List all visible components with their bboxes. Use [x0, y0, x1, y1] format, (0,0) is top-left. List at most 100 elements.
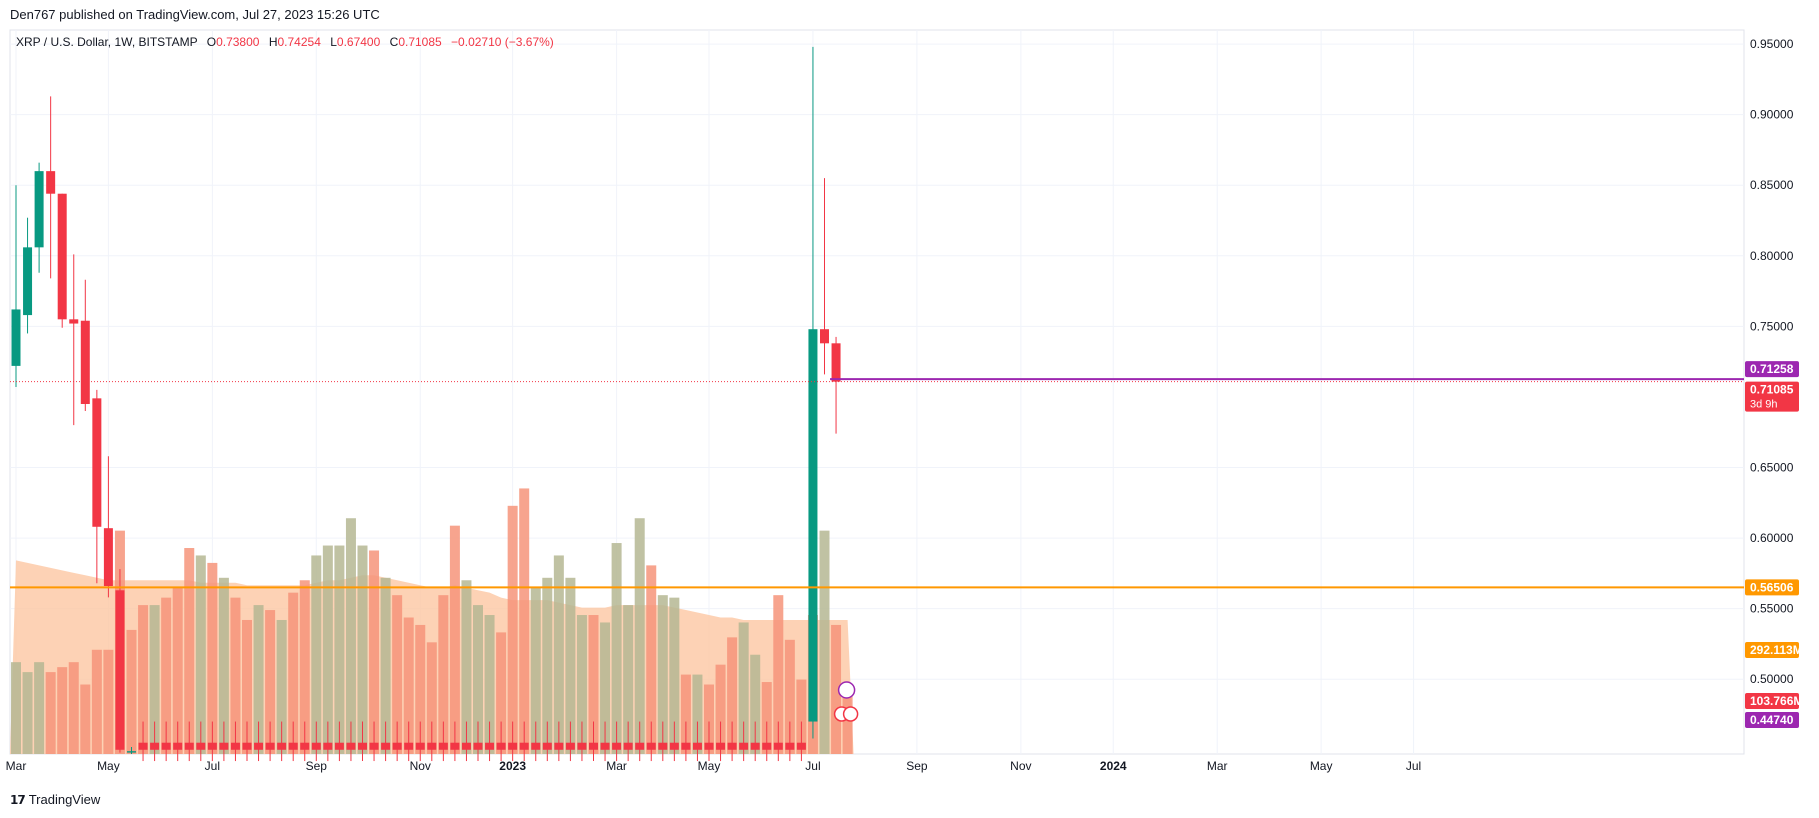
candle-body[interactable] — [646, 742, 656, 750]
volume-bar — [218, 577, 229, 754]
candle-body[interactable] — [346, 742, 356, 750]
legend-high: 0.74254 — [277, 35, 321, 49]
candle-body[interactable] — [519, 742, 529, 750]
candle-body[interactable] — [381, 742, 391, 750]
candle-body[interactable] — [542, 742, 552, 750]
candle-body[interactable] — [496, 742, 506, 750]
candle-body[interactable] — [681, 742, 691, 750]
candle-body[interactable] — [485, 742, 495, 750]
candle-body[interactable] — [11, 309, 21, 366]
candle-body[interactable] — [184, 742, 194, 750]
candle-body[interactable] — [427, 742, 437, 750]
candle-body[interactable] — [311, 742, 321, 750]
candle-body[interactable] — [808, 329, 818, 722]
candle-body[interactable] — [80, 320, 90, 404]
footer-brand[interactable]: 𝟭𝟳 TradingView — [10, 792, 100, 807]
candle-body[interactable] — [254, 742, 264, 750]
candle-body[interactable] — [230, 742, 240, 750]
y-tick-label: 0.85000 — [1750, 178, 1794, 192]
volume-bar — [634, 518, 645, 754]
candle-body[interactable] — [300, 742, 310, 750]
candle-body[interactable] — [589, 742, 598, 750]
lightning-event-icon[interactable] — [837, 681, 856, 699]
candle-body[interactable] — [115, 590, 125, 750]
volume-bar — [380, 577, 391, 754]
candle-body[interactable] — [635, 742, 645, 750]
y-tick-label: 0.90000 — [1750, 108, 1794, 122]
candle-body[interactable] — [103, 528, 113, 587]
x-tick-label: 2024 — [1100, 759, 1127, 773]
candle-body[interactable] — [127, 751, 136, 753]
candle-body[interactable] — [219, 742, 229, 750]
candle-body[interactable] — [150, 742, 160, 750]
candle-body[interactable] — [577, 742, 587, 750]
candle-body[interactable] — [69, 319, 79, 324]
last-price-label: 0.71085 — [1750, 383, 1794, 397]
candle-body[interactable] — [450, 742, 460, 750]
volume-bar — [669, 597, 680, 754]
volume-bar — [496, 632, 507, 754]
candle-body[interactable] — [196, 742, 206, 750]
candle-body[interactable] — [612, 742, 622, 750]
candle-body[interactable] — [461, 742, 471, 750]
candle-body[interactable] — [358, 742, 367, 750]
candle-body[interactable] — [438, 742, 448, 750]
candle-body[interactable] — [334, 742, 344, 750]
candle-body[interactable] — [508, 742, 518, 750]
legend-symbol: XRP / U.S. Dollar, 1W, BITSTAMP — [16, 35, 198, 49]
y-tick-label: 0.60000 — [1750, 531, 1794, 545]
candle-body[interactable] — [773, 742, 783, 750]
candle-body[interactable] — [265, 742, 275, 750]
candle-body[interactable] — [173, 742, 183, 750]
price-chart[interactable]: 0.95000 0.90000 0.85000 0.80000 0.75000 0.650… — [0, 26, 1819, 784]
candle-body[interactable] — [669, 742, 679, 750]
candle-body[interactable] — [277, 742, 287, 750]
candle-body[interactable] — [23, 247, 33, 316]
volume-bar — [831, 624, 842, 754]
candle-body[interactable] — [831, 343, 841, 382]
candle-body[interactable] — [704, 742, 714, 750]
candle-body[interactable] — [415, 742, 425, 750]
x-tick-label: May — [1310, 759, 1333, 773]
candle-body[interactable] — [554, 742, 564, 750]
candle-body[interactable] — [207, 742, 217, 750]
candle-body[interactable] — [692, 742, 702, 750]
resistance-price-label-bg — [1745, 361, 1799, 378]
candle-body[interactable] — [404, 742, 414, 750]
candle-body[interactable] — [57, 193, 67, 320]
candle-body[interactable] — [392, 742, 402, 750]
candle-body[interactable] — [785, 742, 795, 750]
candle-body[interactable] — [323, 742, 333, 750]
candle-body[interactable] — [473, 742, 483, 750]
candle-body[interactable] — [600, 742, 610, 750]
candle-body[interactable] — [716, 742, 726, 750]
candle-body[interactable] — [762, 742, 772, 750]
candle-body[interactable] — [369, 742, 379, 750]
candle-body[interactable] — [161, 742, 171, 750]
candle-body[interactable] — [242, 742, 252, 750]
x-tick-label: Sep — [306, 759, 328, 773]
chart-frame[interactable]: 0.95000 0.90000 0.85000 0.80000 0.75000 0.650… — [0, 26, 1819, 784]
candle-body[interactable] — [796, 742, 806, 750]
volume-bar — [657, 595, 668, 754]
volume-bar — [692, 674, 703, 754]
candle-body[interactable] — [92, 398, 102, 527]
candle-body[interactable] — [739, 742, 749, 750]
support-price-label-bg — [1745, 579, 1799, 596]
candle-body[interactable] — [658, 742, 668, 750]
volume-bar — [796, 679, 807, 754]
x-tick-label: May — [97, 759, 120, 773]
candle-body[interactable] — [531, 742, 541, 750]
resistance-price-label: 0.71258 — [1750, 362, 1794, 376]
candle-body[interactable] — [727, 742, 737, 750]
candle-body[interactable] — [138, 742, 148, 750]
us-flag-event-icon[interactable] — [842, 706, 859, 722]
candle-body[interactable] — [288, 742, 298, 750]
candle-body[interactable] — [750, 742, 760, 750]
candle-body[interactable] — [623, 742, 633, 750]
legend-open: 0.73800 — [216, 35, 260, 49]
candle-body[interactable] — [820, 329, 829, 344]
candle-body[interactable] — [34, 171, 44, 248]
candle-body[interactable] — [46, 171, 56, 194]
candle-body[interactable] — [565, 742, 575, 750]
